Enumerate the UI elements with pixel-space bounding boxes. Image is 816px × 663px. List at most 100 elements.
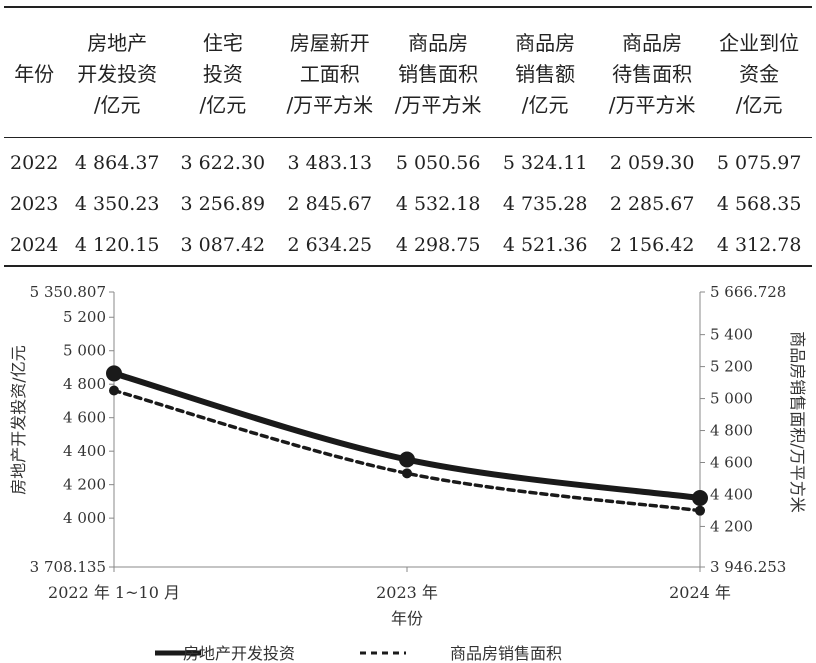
left-tick-label: 3 708.135: [30, 558, 106, 576]
x-axis-label: 年份: [391, 609, 423, 628]
header-text: 房屋新开: [289, 31, 370, 55]
plot-frame: [113, 292, 701, 568]
header-text: 工面积: [299, 62, 360, 86]
dev-investment-line: [111, 370, 703, 502]
header-unit: /亿元: [521, 93, 569, 117]
header-text: 投资: [202, 62, 243, 86]
right-y-axis-label: 商品房销售面积/万平方米: [788, 331, 807, 512]
table-cell: 4 298.75: [395, 233, 481, 256]
table-cell: 4 735.28: [502, 192, 588, 215]
header-text: 商品房: [408, 31, 469, 55]
sales-area-point: [402, 468, 412, 479]
header-text: 销售面积: [398, 62, 479, 86]
header-text: 待售面积: [612, 62, 693, 86]
table-cell: 2024: [10, 233, 59, 256]
table-cell: 4 521.36: [502, 233, 588, 256]
table-cell: 4 312.78: [716, 233, 802, 256]
header-text: 企业到位: [719, 31, 800, 55]
table-cell: 2 285.67: [609, 192, 695, 215]
sales-area-point: [109, 385, 119, 396]
header-unit: /万平方米: [394, 93, 482, 117]
x-tick-label: 2024 年: [669, 583, 731, 602]
data-table-section: 年份 房地产开发投资/亿元 住宅投资/亿元 房屋新开工面积/万平方米 商品房销售…: [0, 0, 816, 270]
header-text: 住宅: [202, 31, 243, 55]
x-tick-label: 2023 年: [376, 583, 438, 602]
header-text: 资金: [739, 62, 780, 86]
header-text: 销售额: [515, 62, 576, 86]
header-new-construction: 房屋新开工面积/万平方米: [276, 7, 384, 138]
x-axis: 2022 年 1~10 月 2023 年 2024 年: [48, 567, 731, 602]
header-text: 开发投资: [77, 62, 158, 86]
table-cell: 3 087.42: [180, 233, 266, 256]
left-tick-label: 5 200: [63, 308, 106, 326]
x-tick-label: 2022 年 1~10 月: [48, 583, 180, 602]
legend-label: 房地产开发投资: [183, 644, 295, 663]
data-table: 年份 房地产开发投资/亿元 住宅投资/亿元 房屋新开工面积/万平方米 商品房销售…: [4, 6, 812, 267]
header-unit: /万平方米: [608, 93, 696, 117]
table-row: 2024 4 120.15 3 087.42 2 634.25 4 298.75…: [4, 224, 812, 266]
table-cell: 3 256.89: [180, 192, 266, 215]
table-cell: 2022: [10, 151, 59, 174]
table-cell: 4 350.23: [74, 192, 160, 215]
header-text: 商品房: [622, 31, 683, 55]
left-y-axis-label: 房地产开发投资/亿元: [9, 345, 28, 494]
table-cell: 4 864.37: [74, 151, 160, 174]
header-sales-area: 商品房销售面积/万平方米: [384, 7, 492, 138]
right-tick-label: 5 200: [710, 358, 753, 376]
table-cell: 2 845.67: [287, 192, 373, 215]
table-cell: 4 568.35: [716, 192, 802, 215]
right-tick-label: 5 000: [710, 390, 753, 408]
table-cell: 4 532.18: [395, 192, 481, 215]
left-tick-label: 4 600: [63, 409, 106, 427]
left-tick-label: 4 000: [63, 509, 106, 527]
legend-label: 商品房销售面积: [450, 644, 562, 663]
legend: 房地产开发投资 商品房销售面积: [155, 644, 562, 663]
header-unit: /亿元: [199, 93, 247, 117]
table-cell: 4 120.15: [74, 233, 160, 256]
table-cell: 5 324.11: [502, 151, 588, 174]
left-tick-label: 4 200: [63, 476, 106, 494]
series-group: [106, 365, 708, 516]
table-cell: 2 059.30: [609, 151, 695, 174]
left-tick-label: 5 000: [63, 342, 106, 360]
table-header-row: 年份 房地产开发投资/亿元 住宅投资/亿元 房屋新开工面积/万平方米 商品房销售…: [4, 7, 812, 138]
dev-investment-point: [692, 490, 708, 507]
left-tick-label: 4 400: [63, 442, 106, 460]
right-tick-label: 4 600: [710, 454, 753, 472]
right-tick-label: 4 200: [710, 517, 753, 535]
right-tick-label: 5 400: [710, 326, 753, 344]
dev-investment-point: [399, 451, 415, 468]
table-cell: 3 622.30: [180, 151, 266, 174]
table-cell: 2 156.42: [609, 233, 695, 256]
left-tick-label: 5 350.807: [30, 283, 106, 301]
header-dev-investment: 房地产开发投资/亿元: [64, 7, 170, 138]
header-text: 年份: [14, 62, 55, 86]
header-unit: /亿元: [735, 93, 783, 117]
header-unit: /万平方米: [286, 93, 374, 117]
table-cell: 2023: [10, 192, 59, 215]
dev-investment-point: [106, 365, 122, 382]
sales-area-point: [695, 505, 705, 516]
dual-axis-line-chart: 3 708.135 4 000 4 200 4 400 4 600 4 800 5 000 5…: [9, 283, 807, 663]
right-tick-label: 3 946.253: [710, 558, 786, 576]
right-tick-label: 5 666.728: [710, 283, 786, 301]
table-cell: 5 050.56: [395, 151, 481, 174]
table-row: 2022 4 864.37 3 622.30 3 483.13 5 050.56…: [4, 138, 812, 184]
right-tick-label: 4 800: [710, 422, 753, 440]
header-text: 商品房: [515, 31, 576, 55]
sales-area-line: [112, 388, 702, 513]
header-sales-amount: 商品房销售额/亿元: [492, 7, 598, 138]
table-cell: 2 634.25: [287, 233, 373, 256]
header-year: 年份: [4, 7, 64, 138]
right-tick-label: 4 400: [710, 485, 753, 503]
header-unit: /亿元: [93, 93, 141, 117]
header-unsold-area: 商品房待售面积/万平方米: [598, 7, 706, 138]
left-tick-label: 4 800: [63, 375, 106, 393]
header-residential-investment: 住宅投资/亿元: [170, 7, 276, 138]
table-cell: 3 483.13: [287, 151, 373, 174]
header-funds: 企业到位资金/亿元: [706, 7, 812, 138]
right-y-axis: 3 946.253 4 200 4 400 4 600 4 800 5 000 5 200 5…: [700, 283, 786, 576]
table-cell: 5 075.97: [716, 151, 802, 174]
header-text: 房地产: [87, 31, 148, 55]
table-row: 2023 4 350.23 3 256.89 2 845.67 4 532.18…: [4, 183, 812, 224]
